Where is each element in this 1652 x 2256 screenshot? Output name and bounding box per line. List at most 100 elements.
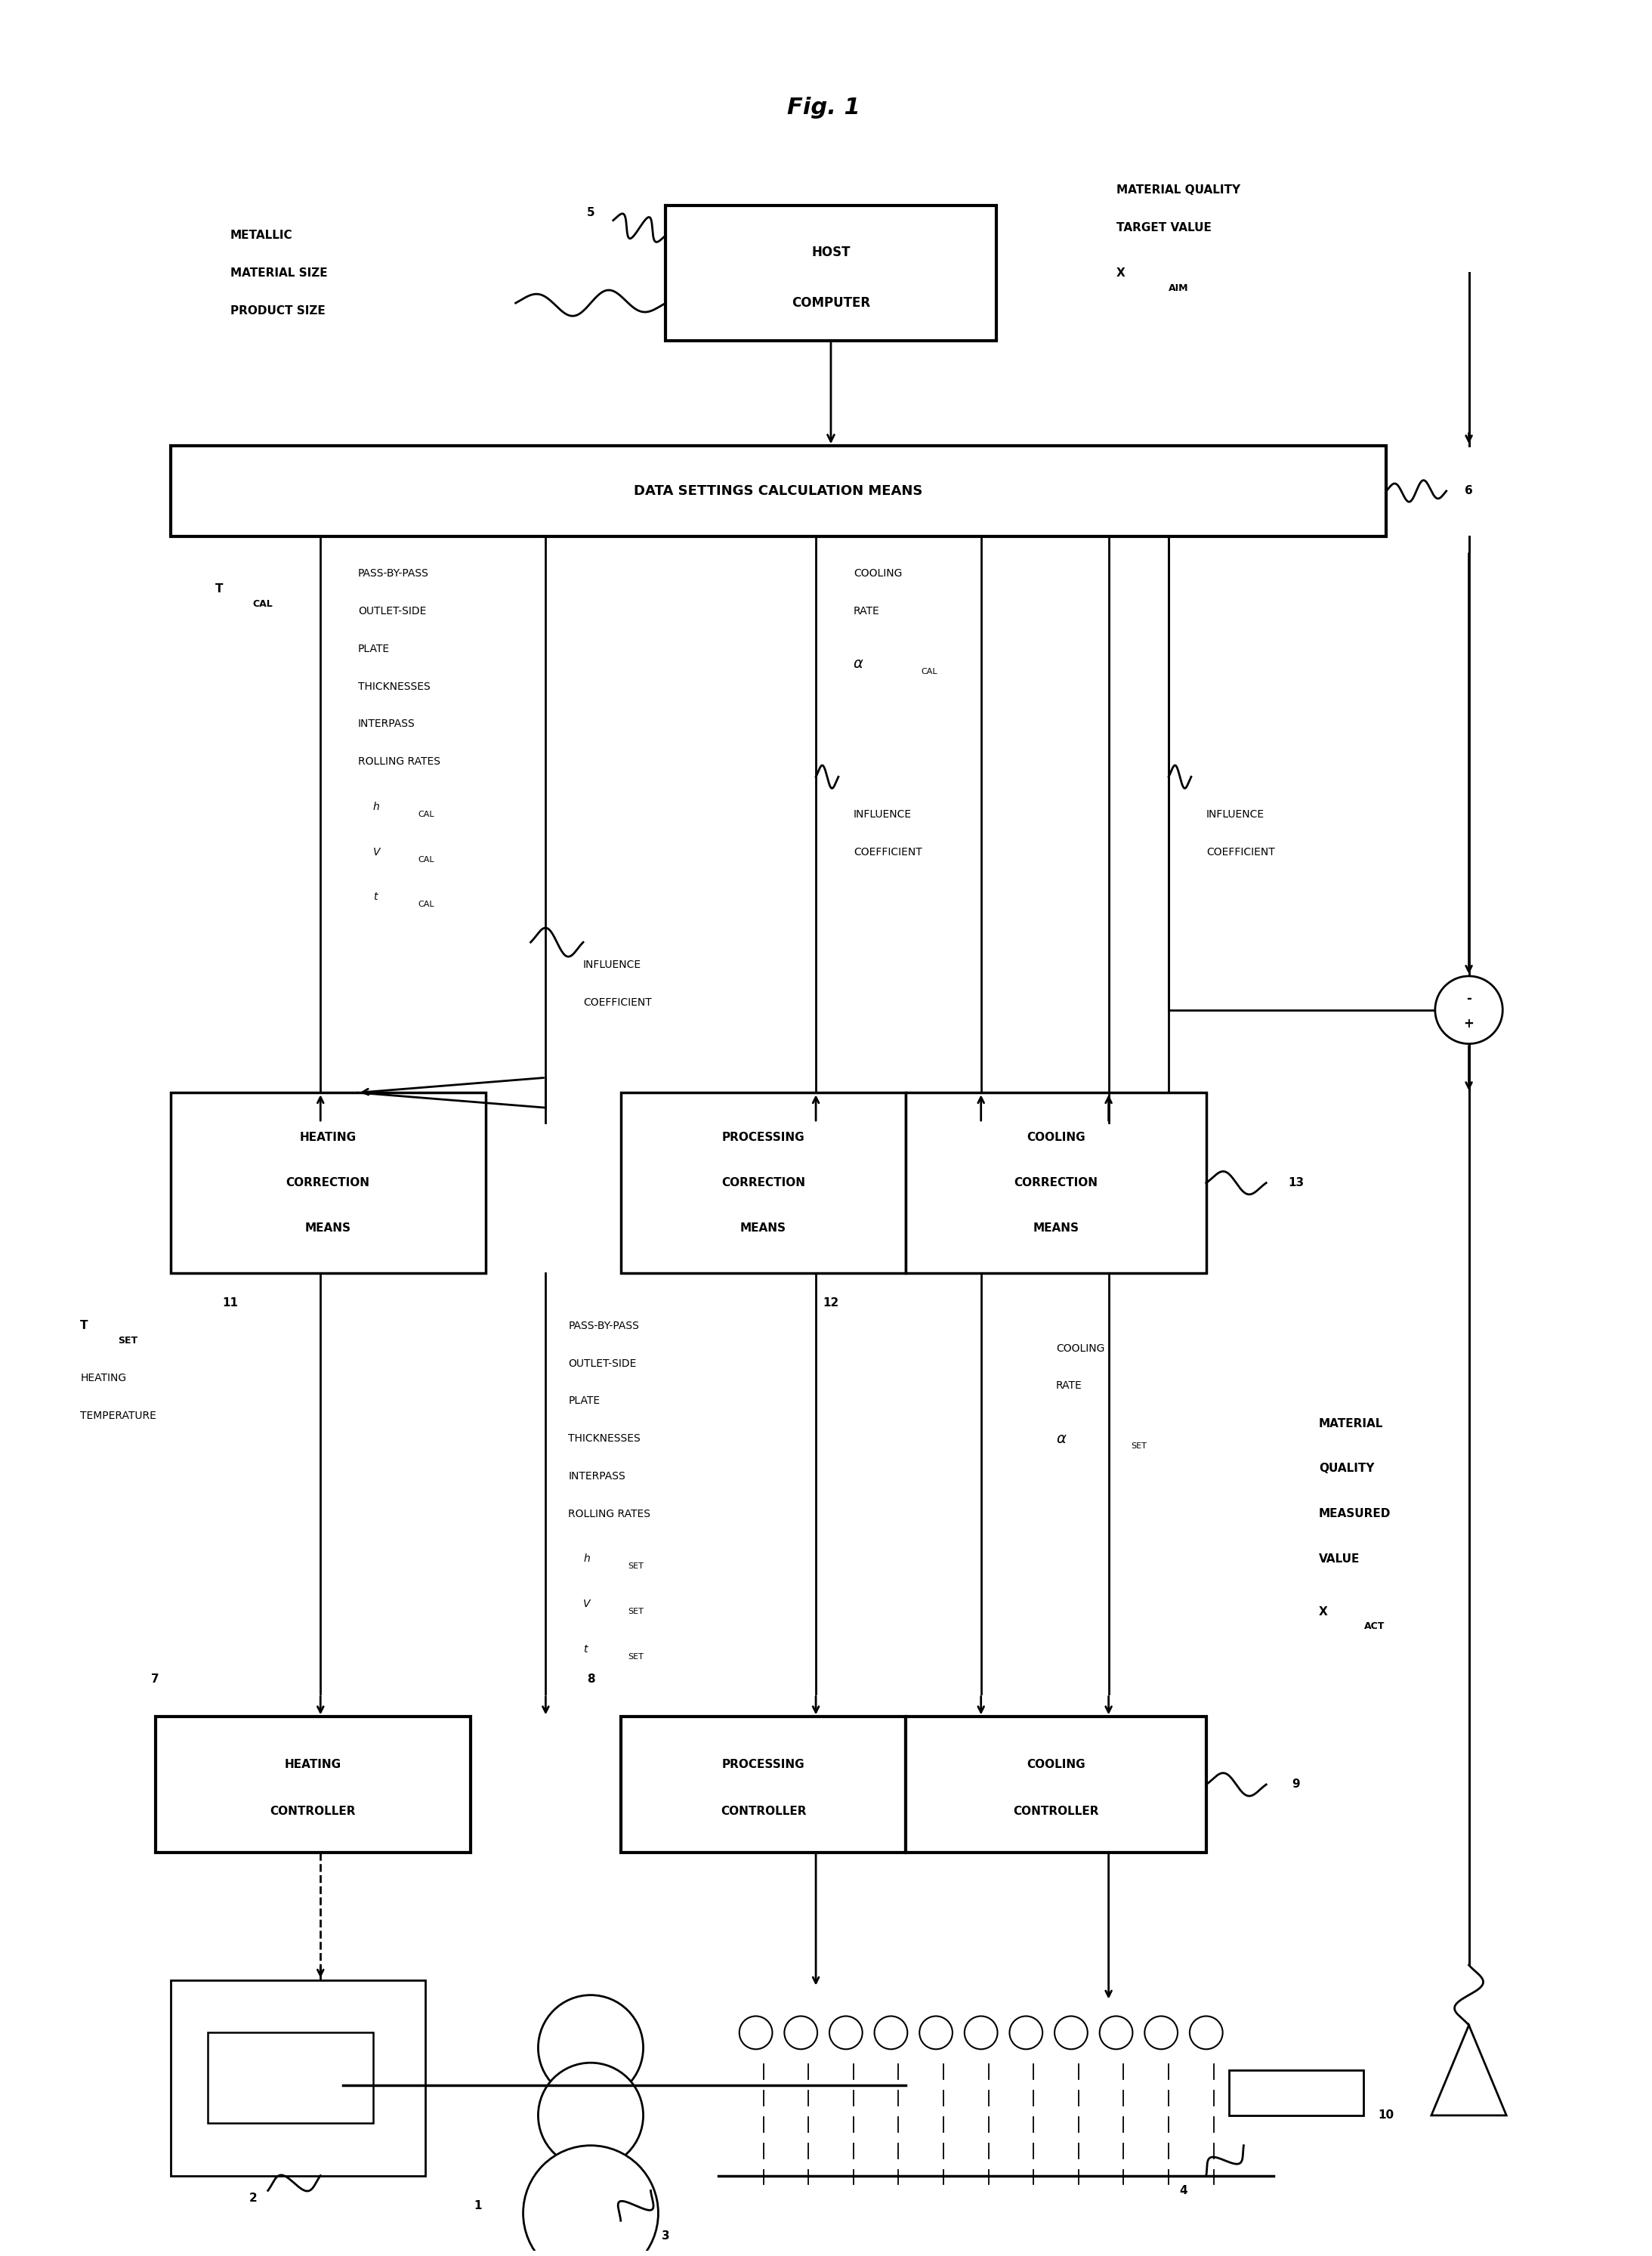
Text: CORRECTION: CORRECTION — [722, 1178, 805, 1189]
Bar — [170, 1092, 486, 1272]
Text: +: + — [1464, 1017, 1474, 1031]
Text: SET: SET — [1132, 1442, 1146, 1451]
Circle shape — [1436, 977, 1503, 1045]
Text: METALLIC: METALLIC — [230, 230, 292, 241]
Text: CORRECTION: CORRECTION — [1014, 1178, 1099, 1189]
Circle shape — [1189, 2017, 1222, 2048]
Text: 6: 6 — [1465, 485, 1474, 496]
Text: 5: 5 — [586, 208, 595, 219]
Text: HEATING: HEATING — [284, 1757, 342, 1771]
Text: HEATING: HEATING — [299, 1133, 357, 1144]
Text: SET: SET — [628, 1654, 644, 1660]
Text: CAL: CAL — [418, 810, 434, 819]
Text: CAL: CAL — [920, 668, 937, 675]
Text: COMPUTER: COMPUTER — [791, 296, 871, 309]
Text: V: V — [583, 1600, 590, 1609]
Text: CAL: CAL — [418, 855, 434, 864]
Circle shape — [539, 1994, 643, 2100]
Text: COOLING: COOLING — [854, 569, 902, 580]
Text: OUTLET-SIDE: OUTLET-SIDE — [568, 1358, 636, 1369]
Text: ROLLING RATES: ROLLING RATES — [358, 756, 441, 767]
Text: CAL: CAL — [418, 900, 434, 909]
Text: COOLING: COOLING — [1028, 1133, 1085, 1144]
Text: 11: 11 — [223, 1297, 238, 1308]
Bar — [905, 1092, 1206, 1272]
Text: 9: 9 — [1292, 1778, 1300, 1791]
Circle shape — [785, 2017, 818, 2048]
Text: INFLUENCE: INFLUENCE — [583, 959, 641, 970]
Bar — [155, 1717, 471, 1852]
Text: QUALITY: QUALITY — [1318, 1462, 1374, 1475]
Text: INFLUENCE: INFLUENCE — [854, 810, 912, 819]
Text: PROCESSING: PROCESSING — [722, 1757, 805, 1771]
Text: PRODUCT SIZE: PRODUCT SIZE — [230, 305, 325, 316]
Text: MEANS: MEANS — [306, 1223, 350, 1234]
Text: 4: 4 — [1180, 2184, 1188, 2197]
Text: THICKNESSES: THICKNESSES — [568, 1433, 641, 1444]
Text: 13: 13 — [1289, 1178, 1303, 1189]
Text: -: - — [1467, 993, 1472, 1006]
Text: α: α — [1056, 1430, 1066, 1446]
Text: h: h — [583, 1554, 590, 1563]
Text: T: T — [215, 582, 223, 596]
Circle shape — [829, 2017, 862, 2048]
Text: SET: SET — [628, 1609, 644, 1615]
Text: INTERPASS: INTERPASS — [568, 1471, 626, 1482]
Text: VALUE: VALUE — [1318, 1552, 1360, 1566]
Circle shape — [1100, 2017, 1133, 2048]
Text: CORRECTION: CORRECTION — [286, 1178, 370, 1189]
Text: COEFFICIENT: COEFFICIENT — [854, 846, 922, 857]
Circle shape — [740, 2017, 773, 2048]
Text: 12: 12 — [823, 1297, 839, 1308]
Bar — [905, 1717, 1206, 1852]
Bar — [170, 447, 1386, 537]
Text: MEANS: MEANS — [740, 1223, 786, 1234]
Text: PROCESSING: PROCESSING — [722, 1133, 805, 1144]
Text: CONTROLLER: CONTROLLER — [1013, 1805, 1099, 1818]
Text: t: t — [583, 1645, 588, 1654]
Text: CONTROLLER: CONTROLLER — [271, 1805, 355, 1818]
Polygon shape — [1431, 2026, 1507, 2116]
Text: PLATE: PLATE — [568, 1396, 600, 1405]
Text: SET: SET — [117, 1336, 137, 1347]
Circle shape — [1009, 2017, 1042, 2048]
Text: 3: 3 — [662, 2229, 669, 2242]
Circle shape — [920, 2017, 953, 2048]
Text: 8: 8 — [586, 1674, 595, 1685]
Bar — [621, 1092, 905, 1272]
Text: Fig. 1: Fig. 1 — [786, 97, 861, 120]
Text: HEATING: HEATING — [81, 1374, 127, 1383]
Text: t: t — [373, 891, 377, 902]
Circle shape — [874, 2017, 907, 2048]
Text: HOST: HOST — [811, 246, 851, 259]
Text: 7: 7 — [152, 1674, 159, 1685]
Text: MATERIAL: MATERIAL — [1318, 1417, 1383, 1430]
Text: ROLLING RATES: ROLLING RATES — [568, 1509, 651, 1518]
Text: PLATE: PLATE — [358, 643, 390, 654]
Circle shape — [524, 2145, 657, 2256]
Bar — [170, 1981, 426, 2175]
Circle shape — [965, 2017, 998, 2048]
Text: 2: 2 — [249, 2193, 258, 2204]
Text: CAL: CAL — [253, 598, 273, 609]
Text: T: T — [81, 1320, 88, 1331]
Text: THICKNESSES: THICKNESSES — [358, 681, 430, 693]
Text: COEFFICIENT: COEFFICIENT — [1206, 846, 1275, 857]
Text: h: h — [373, 801, 380, 812]
Circle shape — [1054, 2017, 1087, 2048]
Text: COOLING: COOLING — [1056, 1342, 1105, 1354]
Text: TARGET VALUE: TARGET VALUE — [1117, 221, 1211, 235]
Text: ACT: ACT — [1365, 1622, 1384, 1631]
Text: MATERIAL SIZE: MATERIAL SIZE — [230, 266, 327, 280]
Bar — [621, 1717, 905, 1852]
Circle shape — [1145, 2017, 1178, 2048]
Bar — [666, 205, 996, 341]
Text: V: V — [373, 846, 380, 857]
Text: MATERIAL QUALITY: MATERIAL QUALITY — [1117, 185, 1241, 196]
Text: X: X — [1318, 1606, 1328, 1618]
Text: TEMPERATURE: TEMPERATURE — [81, 1410, 157, 1421]
Text: AIM: AIM — [1168, 282, 1189, 293]
Text: 1: 1 — [474, 2200, 482, 2211]
Text: RATE: RATE — [1056, 1381, 1082, 1392]
Text: 10: 10 — [1378, 2109, 1394, 2121]
